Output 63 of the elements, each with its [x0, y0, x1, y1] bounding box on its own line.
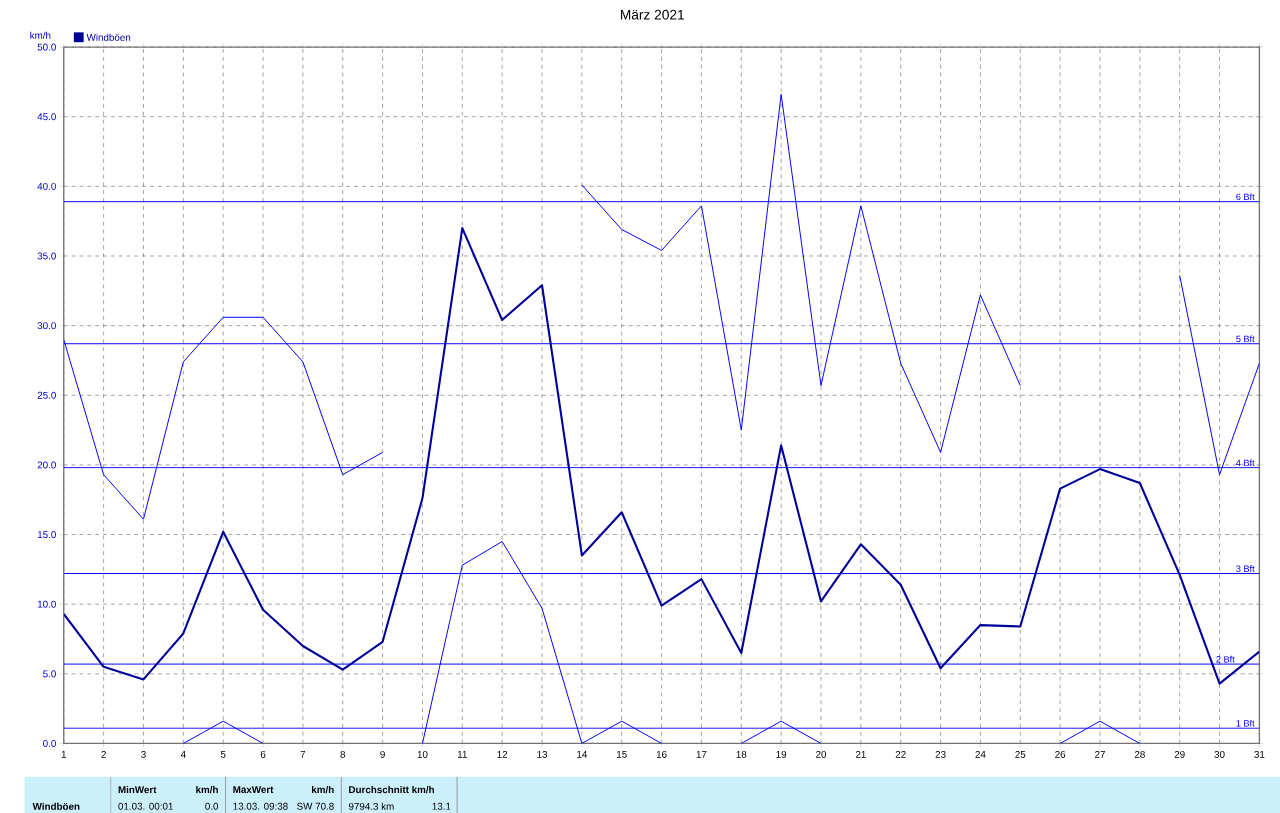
ref-line-label: 4 Bft: [1236, 459, 1255, 467]
x-tick-label: 1: [61, 750, 67, 758]
x-tick-label: 30: [1214, 750, 1225, 758]
x-tick-label: 14: [577, 750, 588, 758]
text: MaxWert: [233, 786, 274, 793]
text: SW 70.8: [297, 802, 334, 810]
ref-line-label: 5 Bft: [1236, 335, 1255, 343]
ref-line-label: 3 Bft: [1236, 565, 1255, 572]
x-tick-label: 7: [300, 750, 306, 758]
text: 0.0: [205, 802, 219, 810]
x-tick-label: 29: [1174, 750, 1185, 758]
text: 13.1: [432, 802, 451, 810]
y-tick-label: 25.0: [37, 391, 56, 399]
text: Windböen: [32, 802, 80, 810]
y-tick-label: 20.0: [37, 461, 56, 469]
x-tick-label: 13: [537, 750, 548, 758]
x-tick-label: 6: [260, 750, 266, 758]
text: Durchschnitt km/h: [349, 785, 434, 794]
x-tick-label: 8: [340, 750, 346, 758]
y-tick-label: 5.0: [43, 670, 56, 678]
x-tick-label: 10: [417, 750, 428, 758]
text: km/h: [312, 785, 334, 794]
x-tick-label: 3: [141, 750, 146, 758]
x-tick-label: 15: [617, 750, 627, 758]
x-tick-label: 26: [1055, 750, 1066, 758]
text: 01.03. 00:01: [118, 802, 173, 810]
x-tick-label: 12: [497, 750, 508, 758]
ref-line-label: 6 Bft: [1236, 193, 1255, 201]
y-tick-label: 0.0: [43, 739, 56, 747]
x-tick-label: 27: [1095, 750, 1105, 758]
ref-line-label: 2 Bft: [1216, 655, 1235, 663]
y-tick-label: 50.0: [37, 43, 56, 51]
text: 9794.3 km: [348, 802, 394, 810]
y-tick-label: 10.0: [37, 600, 56, 608]
x-tick-label: 22: [895, 750, 906, 758]
x-tick-label: 11: [457, 750, 467, 758]
x-tick-label: 25: [1015, 750, 1026, 758]
text: km/h: [196, 785, 218, 794]
x-tick-label: 21: [855, 750, 866, 758]
x-tick-label: 16: [656, 750, 667, 758]
y-tick-label: 30.0: [37, 322, 56, 330]
x-tick-label: 17: [696, 750, 707, 758]
chart-title: März 2021: [620, 9, 684, 20]
y-axis-title: km/h: [30, 31, 51, 39]
ref-line-label: 1 Bft: [1236, 719, 1255, 727]
text: Windböen: [86, 33, 131, 41]
x-tick-label: 4: [180, 750, 186, 758]
y-tick-label: 35.0: [37, 252, 56, 260]
y-tick-label: 15.0: [37, 531, 56, 538]
x-tick-label: 31: [1254, 750, 1265, 758]
x-tick-label: 2: [101, 750, 106, 758]
x-tick-label: 9: [380, 750, 385, 758]
x-tick-label: 18: [736, 750, 747, 758]
text: 13.03. 09:38: [233, 802, 288, 810]
x-tick-label: 23: [935, 750, 946, 758]
x-tick-label: 24: [975, 750, 986, 758]
y-tick-label: 40.0: [37, 182, 56, 190]
x-tick-label: 20: [816, 750, 827, 758]
y-tick-label: 45.0: [37, 113, 56, 121]
text: MinWert: [118, 785, 157, 794]
x-tick-label: 5: [220, 750, 226, 758]
x-tick-label: 19: [776, 750, 787, 758]
x-tick-label: 28: [1134, 750, 1145, 758]
